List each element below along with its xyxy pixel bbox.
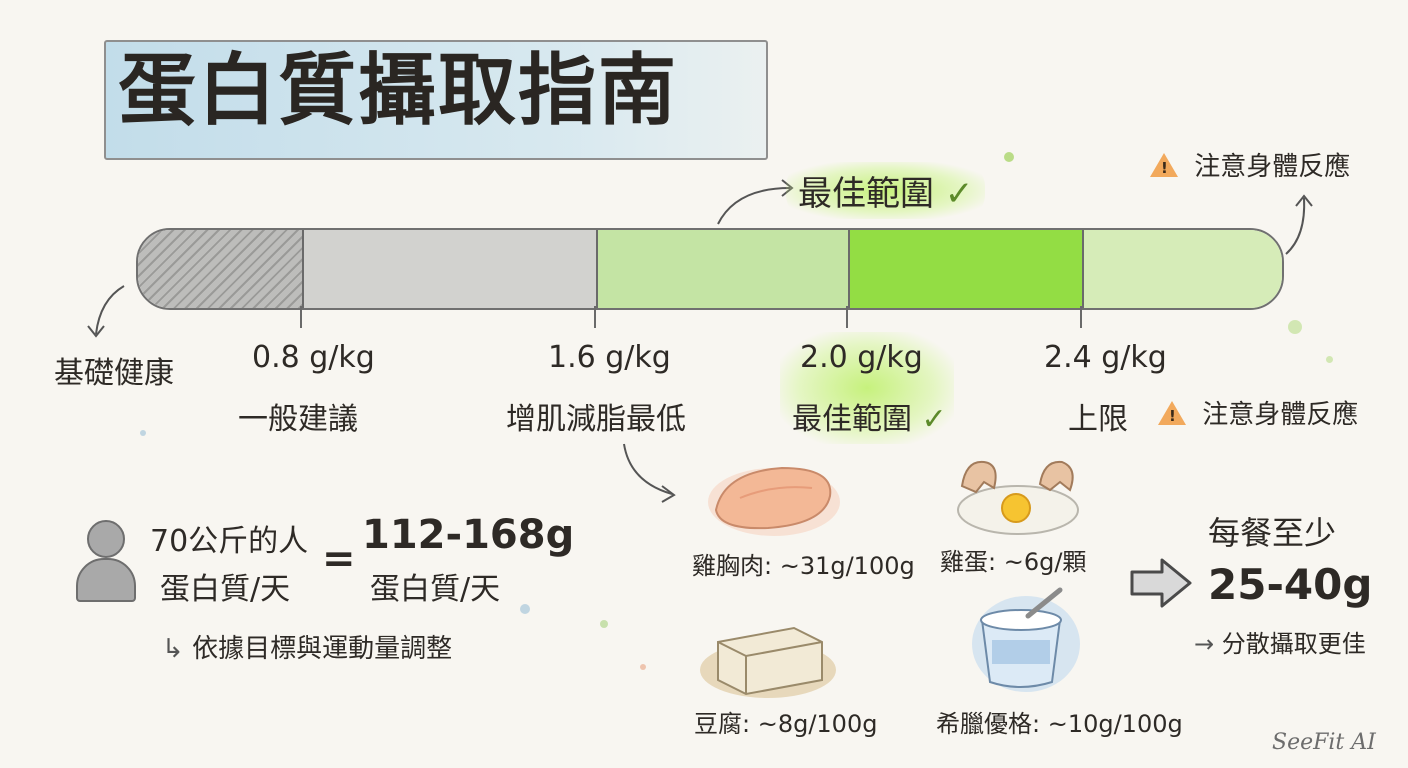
tick-0-8 [300, 306, 302, 328]
splatter-dot [640, 664, 646, 670]
person-protein-unit: 蛋白質/天 [160, 572, 291, 607]
meal-tip: → 分散攝取更佳 [1194, 624, 1366, 659]
protein-scale-bar [136, 228, 1284, 310]
tofu-icon [700, 626, 836, 698]
person-weight: 70公斤的人 [150, 524, 309, 559]
warning-bottom-label: ! 注意身體反應 [1158, 394, 1358, 431]
meal-amount: 25-40g [1208, 560, 1373, 609]
tick-1-6 [594, 306, 596, 328]
splatter-dot [1326, 356, 1333, 363]
warning-top-text: 注意身體反應 [1194, 152, 1351, 182]
person-head [87, 520, 125, 558]
divider-1-6 [596, 230, 598, 308]
scale-label-basic: 基礎健康 [54, 356, 174, 391]
food-label-yogurt: 希臘優格: ~10g/100g [936, 710, 1183, 738]
meal-heading: 每餐至少 [1208, 514, 1337, 552]
splatter-dot [1288, 320, 1302, 334]
small-arrow-icon: → [1194, 630, 1222, 658]
food-label-tofu: 豆腐: ~8g/100g [694, 710, 878, 738]
divider-2-0 [848, 230, 850, 308]
scale-label-general: 一般建議 [238, 402, 358, 437]
divider-2-4 [1082, 230, 1084, 308]
warning-icon: ! [1158, 401, 1186, 425]
optimal-top-label: 最佳範圍 ✓ [786, 162, 986, 219]
segment-general [302, 230, 596, 308]
segment-basic [138, 230, 302, 308]
person-icon [76, 520, 136, 602]
chicken-breast-icon [708, 466, 840, 536]
divider-0-8 [302, 230, 304, 308]
signature: SeeFit AI [1272, 730, 1376, 755]
scale-value-2-4: 2.4 g/kg [1044, 340, 1167, 375]
scale-label-optimal-text: 最佳範圍 [792, 402, 912, 437]
warning-icon: ! [1150, 153, 1178, 177]
adjust-note: ↳ 依據目標與運動量調整 [162, 628, 452, 665]
scale-value-0-8: 0.8 g/kg [252, 340, 375, 375]
segment-optimal [848, 230, 1082, 308]
check-icon: ✓ [944, 174, 974, 214]
tick-2-0 [846, 306, 848, 328]
big-arrow-icon [1130, 558, 1192, 608]
splatter-dot [600, 620, 608, 628]
egg-icon [957, 460, 1079, 535]
scale-value-2-0: 2.0 g/kg [800, 340, 923, 375]
scale-label-upper: 上限 [1068, 402, 1128, 437]
title-banner [104, 40, 768, 160]
tick-2-4 [1080, 306, 1082, 328]
arrow-to-foods-icon [623, 443, 676, 503]
splatter-dot [1004, 152, 1014, 162]
corner-arrow-icon: ↳ [162, 634, 193, 664]
optimal-top-text: 最佳範圍 [798, 174, 934, 214]
scale-label-optimal: 最佳範圍 ✓ [792, 394, 947, 438]
food-label-egg: 雞蛋: ~6g/顆 [940, 548, 1087, 576]
optimal-bottom-block [780, 332, 954, 444]
warning-bottom-text: 注意身體反應 [1202, 400, 1359, 430]
adjust-note-text: 依據目標與運動量調整 [192, 634, 453, 664]
segment-muscle-min [596, 230, 848, 308]
splatter-dot [520, 604, 530, 614]
scale-label-muscle-min: 增肌減脂最低 [506, 402, 686, 437]
segment-upper [1082, 230, 1282, 308]
arrow-to-warning-icon [1285, 194, 1313, 255]
warning-top-label: ! 注意身體反應 [1150, 146, 1350, 183]
result-amount: 112-168g [362, 512, 575, 558]
person-body [76, 558, 136, 602]
result-unit: 蛋白質/天 [370, 572, 501, 607]
yogurt-icon [972, 587, 1080, 692]
equals-sign: = [322, 536, 356, 582]
arrow-basic-icon [87, 285, 125, 338]
food-label-chicken: 雞胸肉: ~31g/100g [692, 552, 915, 580]
splatter-dot [140, 430, 146, 436]
page-title: 蛋白質攝取指南 [118, 46, 679, 136]
scale-value-1-6: 1.6 g/kg [548, 340, 671, 375]
meal-tip-text: 分散攝取更佳 [1221, 630, 1366, 658]
check-icon: ✓ [921, 402, 947, 437]
